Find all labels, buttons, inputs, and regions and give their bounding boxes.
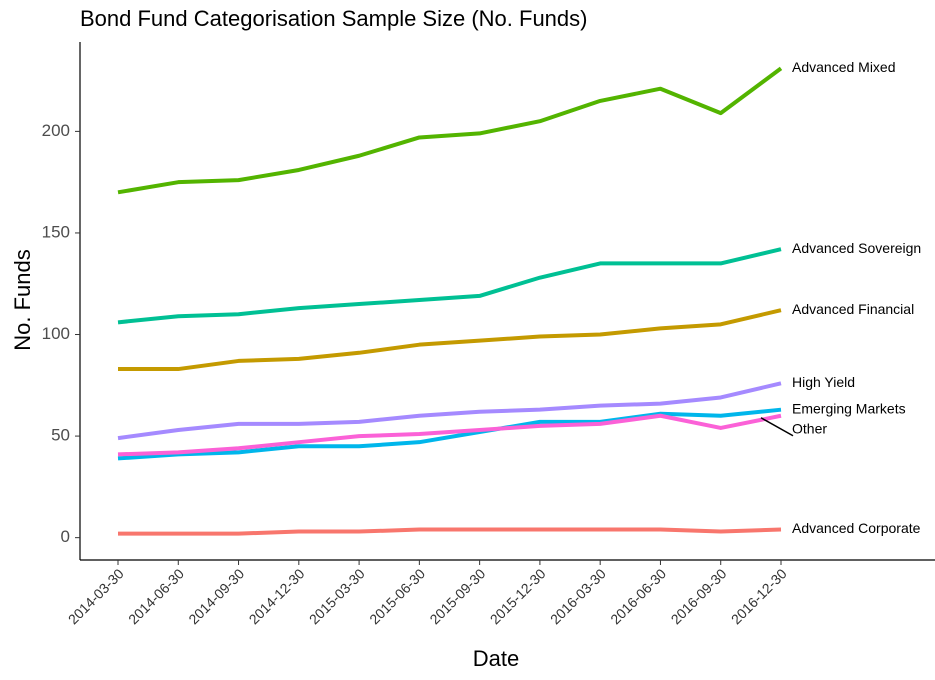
series-label: Advanced Mixed: [792, 59, 896, 75]
series-label: High Yield: [792, 374, 855, 390]
label-leader: [760, 417, 794, 437]
series-line: [118, 527, 782, 536]
y-tick-label: 150: [42, 222, 70, 241]
series-line: [117, 247, 782, 325]
x-tick-label: 2015-03-30: [306, 565, 368, 627]
y-tick-label: 0: [61, 527, 70, 546]
y-tick-label: 50: [51, 426, 70, 445]
y-tick-label: 100: [42, 324, 70, 343]
x-tick-label: 2016-09-30: [668, 565, 730, 627]
x-tick-label: 2014-03-30: [65, 565, 127, 627]
x-tick-label: 2015-09-30: [426, 565, 488, 627]
x-tick-label: 2016-06-30: [607, 565, 669, 627]
series-line: [117, 413, 782, 457]
x-tick-label: 2016-03-30: [547, 565, 609, 627]
series-line: [118, 308, 782, 372]
x-tick-label: 2016-12-30: [728, 565, 790, 627]
series-line: [117, 381, 782, 441]
x-tick-label: 2015-12-30: [487, 565, 549, 627]
series-line: [117, 66, 783, 195]
series-line: [117, 407, 782, 461]
x-tick-label: 2014-09-30: [185, 565, 247, 627]
series-label: Advanced Corporate: [792, 520, 921, 536]
x-tick-label: 2014-06-30: [125, 565, 187, 627]
y-axis-label: No. Funds: [10, 249, 35, 351]
x-tick-label: 2014-12-30: [246, 565, 308, 627]
series-label: Advanced Sovereign: [792, 240, 921, 256]
chart-title: Bond Fund Categorisation Sample Size (No…: [80, 6, 587, 31]
x-tick-label: 2015-06-30: [366, 565, 428, 627]
x-axis-label: Date: [473, 646, 519, 671]
series-label: Other: [792, 420, 827, 436]
series-label: Emerging Markets: [792, 400, 906, 416]
y-tick-label: 200: [42, 121, 70, 140]
series-label: Advanced Financial: [792, 301, 914, 317]
